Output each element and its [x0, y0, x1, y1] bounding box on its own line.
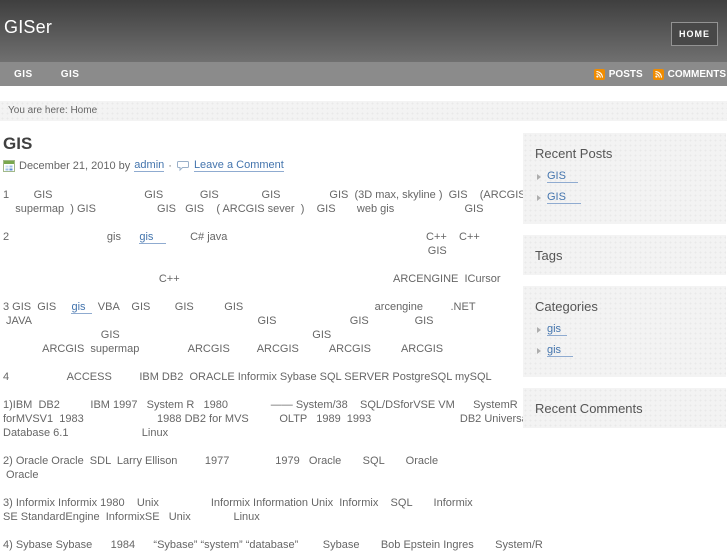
content-text: C++ ARCENGINE ICursor	[3, 273, 501, 285]
content-text: VBA GIS GIS GIS arcengine .NET	[91, 301, 476, 313]
post-line: forMVSV1 1983 1988 DB2 for MVS OLTP 1989…	[3, 412, 530, 426]
content-text: 3 GIS GIS	[3, 301, 72, 313]
content-text: supermap ) GIS GIS GIS ( ARCGIS sever ) …	[3, 203, 484, 215]
post-paragraph: 2) Oracle Oracle SDL Larry Ellison 1977 …	[3, 454, 515, 482]
post-date: December 21, 2010 by	[19, 159, 131, 172]
header-gap	[0, 86, 727, 101]
widget-list-item: GIS	[537, 191, 714, 204]
nav-menu: GIS GIS	[0, 69, 93, 80]
post-title: GIS	[3, 134, 33, 153]
post-meta: December 21, 2010 by admin · Leave a Com…	[3, 159, 515, 172]
post-line: supermap ) GIS GIS GIS ( ARCGIS sever ) …	[3, 202, 515, 216]
post-line: 4) Sybase Sybase 1984 “Sybase” “system” …	[3, 538, 543, 552]
content-text: Database 6.1 Linux	[3, 427, 169, 439]
post-paragraph: 3) Informix Informix 1980 Unix Informix …	[3, 496, 515, 524]
post-line: SE StandardEngine InformixSE Unix Linux	[3, 510, 515, 524]
post-line: GIS GIS	[3, 328, 515, 342]
post-paragraph: 1)IBM DB2 IBM 1997 System R 1980 —— Syst…	[3, 398, 567, 440]
widget-list-item: gis	[537, 344, 714, 357]
post-line: C++ ARCENGINE ICursor	[3, 272, 515, 286]
post-paragraph: 4 ACCESS IBM DB2 ORACLE Informix Sybase …	[3, 370, 515, 384]
widget-list: GIS GIS	[535, 170, 714, 204]
arrow-bullet-icon	[537, 326, 541, 333]
feed-link-posts[interactable]: POSTS	[593, 68, 643, 80]
breadcrumb: You are here: Home	[0, 101, 727, 121]
post-line: 3 GIS GIS gis VBA GIS GIS GIS arcengine …	[3, 300, 515, 314]
widget-title: Categories	[535, 299, 598, 314]
content-link[interactable]: gis	[139, 231, 166, 244]
widget-list: gis gis	[535, 323, 714, 357]
post-line: ARCGIS supermap ARCGIS ARCGIS ARCGIS ARC…	[3, 342, 515, 356]
post-body: 1 GIS GIS GIS GIS GIS (3D max, skyline )…	[3, 188, 567, 552]
site-title: GISer	[4, 17, 53, 37]
content-text: GIS GIS	[3, 329, 332, 341]
widget-link[interactable]: gis	[547, 344, 574, 357]
nav-feeds: POSTS COMMENTS	[593, 68, 727, 80]
widget-link[interactable]: GIS	[547, 191, 582, 204]
content-text: 2) Oracle Oracle SDL Larry Ellison 1977 …	[3, 455, 439, 467]
leave-comment-link[interactable]: Leave a Comment	[193, 159, 284, 172]
content-text: 2 gis	[3, 231, 140, 243]
content-text: SE StandardEngine InformixSE Unix Linux	[3, 511, 260, 523]
post-line: GIS	[3, 244, 515, 258]
widget-categories: Categories gis gis	[523, 286, 726, 377]
feed-link-comments[interactable]: COMMENTS	[652, 68, 726, 80]
post-line: JAVA GIS GIS GIS	[3, 314, 515, 328]
post-line: 2 gis gis C# java C++ C++	[3, 230, 515, 244]
widget-title: Recent Comments	[535, 401, 643, 416]
content-text: 4) Sybase Sybase 1984 “Sybase” “system” …	[3, 539, 543, 551]
widget-title: Tags	[535, 248, 563, 263]
post-line: 3) Informix Informix 1980 Unix Informix …	[3, 496, 515, 510]
rss-icon	[593, 68, 605, 80]
post-paragraph: 3 GIS GIS gis VBA GIS GIS GIS arcengine …	[3, 300, 515, 356]
content-text: forMVSV1 1983 1988 DB2 for MVS OLTP 1989…	[3, 413, 531, 425]
widget-list-item: gis	[537, 323, 714, 336]
content-text: 1)IBM DB2 IBM 1997 System R 1980 —— Syst…	[3, 399, 567, 411]
content-text: 1 GIS GIS GIS GIS GIS (3D max, skyline )…	[3, 189, 526, 201]
meta-separator: ·	[168, 159, 172, 172]
content-text: ARCGIS supermap ARCGIS ARCGIS ARCGIS ARC…	[3, 343, 444, 355]
nav-bar: GIS GIS POSTS COMMENTS	[0, 62, 727, 86]
content-text: GIS	[3, 245, 447, 257]
widget-recent-comments: Recent Comments	[523, 388, 726, 428]
feed-label: POSTS	[608, 68, 643, 80]
widget-title: Recent Posts	[535, 146, 613, 161]
comment-bubble-icon	[176, 160, 190, 172]
widget-tags: Tags	[523, 235, 726, 275]
widget-recent-posts: Recent Posts GIS GIS	[523, 133, 726, 224]
post-paragraph: C++ ARCENGINE ICursor	[3, 272, 515, 286]
widget-link[interactable]: GIS	[547, 170, 579, 183]
arrow-bullet-icon	[537, 347, 541, 354]
content-text: Oracle	[3, 469, 39, 481]
home-button[interactable]: HOME	[671, 22, 718, 46]
nav-item-gis[interactable]: GIS	[60, 68, 80, 80]
post-paragraph: 4) Sybase Sybase 1984 “Sybase” “system” …	[3, 538, 543, 552]
content-text: C# java C++ C++	[165, 231, 480, 243]
post-line: Database 6.1 Linux	[3, 426, 515, 440]
calendar-icon	[3, 159, 15, 172]
post-paragraph: 1 GIS GIS GIS GIS GIS (3D max, skyline )…	[3, 188, 526, 216]
rss-icon	[652, 68, 664, 80]
post-line: 2) Oracle Oracle SDL Larry Ellison 1977 …	[3, 454, 515, 468]
feed-label: COMMENTS	[667, 68, 726, 80]
author-link[interactable]: admin	[134, 159, 165, 172]
post-line: 4 ACCESS IBM DB2 ORACLE Informix Sybase …	[3, 370, 515, 384]
widget-list-item: GIS	[537, 170, 714, 183]
content-text: JAVA GIS GIS GIS	[3, 315, 434, 327]
site-header: GISer HOME	[0, 0, 727, 62]
widget-link[interactable]: gis	[547, 323, 568, 336]
post-line: 1)IBM DB2 IBM 1997 System R 1980 —— Syst…	[3, 398, 567, 412]
content-link[interactable]: gis	[71, 301, 92, 314]
main-content: GIS December 21, 2010 by admin · Leave a…	[0, 134, 567, 552]
sidebar: Recent Posts GIS GIS Tags Categories gis gi…	[523, 133, 726, 439]
content-text: 4 ACCESS IBM DB2 ORACLE Informix Sybase …	[3, 371, 492, 383]
post-line: Oracle	[3, 468, 515, 482]
nav-item-gis[interactable]: GIS	[14, 68, 33, 80]
content-text: 3) Informix Informix 1980 Unix Informix …	[3, 497, 473, 509]
arrow-bullet-icon	[537, 194, 541, 201]
post-line: 1 GIS GIS GIS GIS GIS (3D max, skyline )…	[3, 188, 526, 202]
post-paragraph: 2 gis gis C# java C++ C++	[3, 230, 515, 258]
arrow-bullet-icon	[537, 173, 541, 180]
